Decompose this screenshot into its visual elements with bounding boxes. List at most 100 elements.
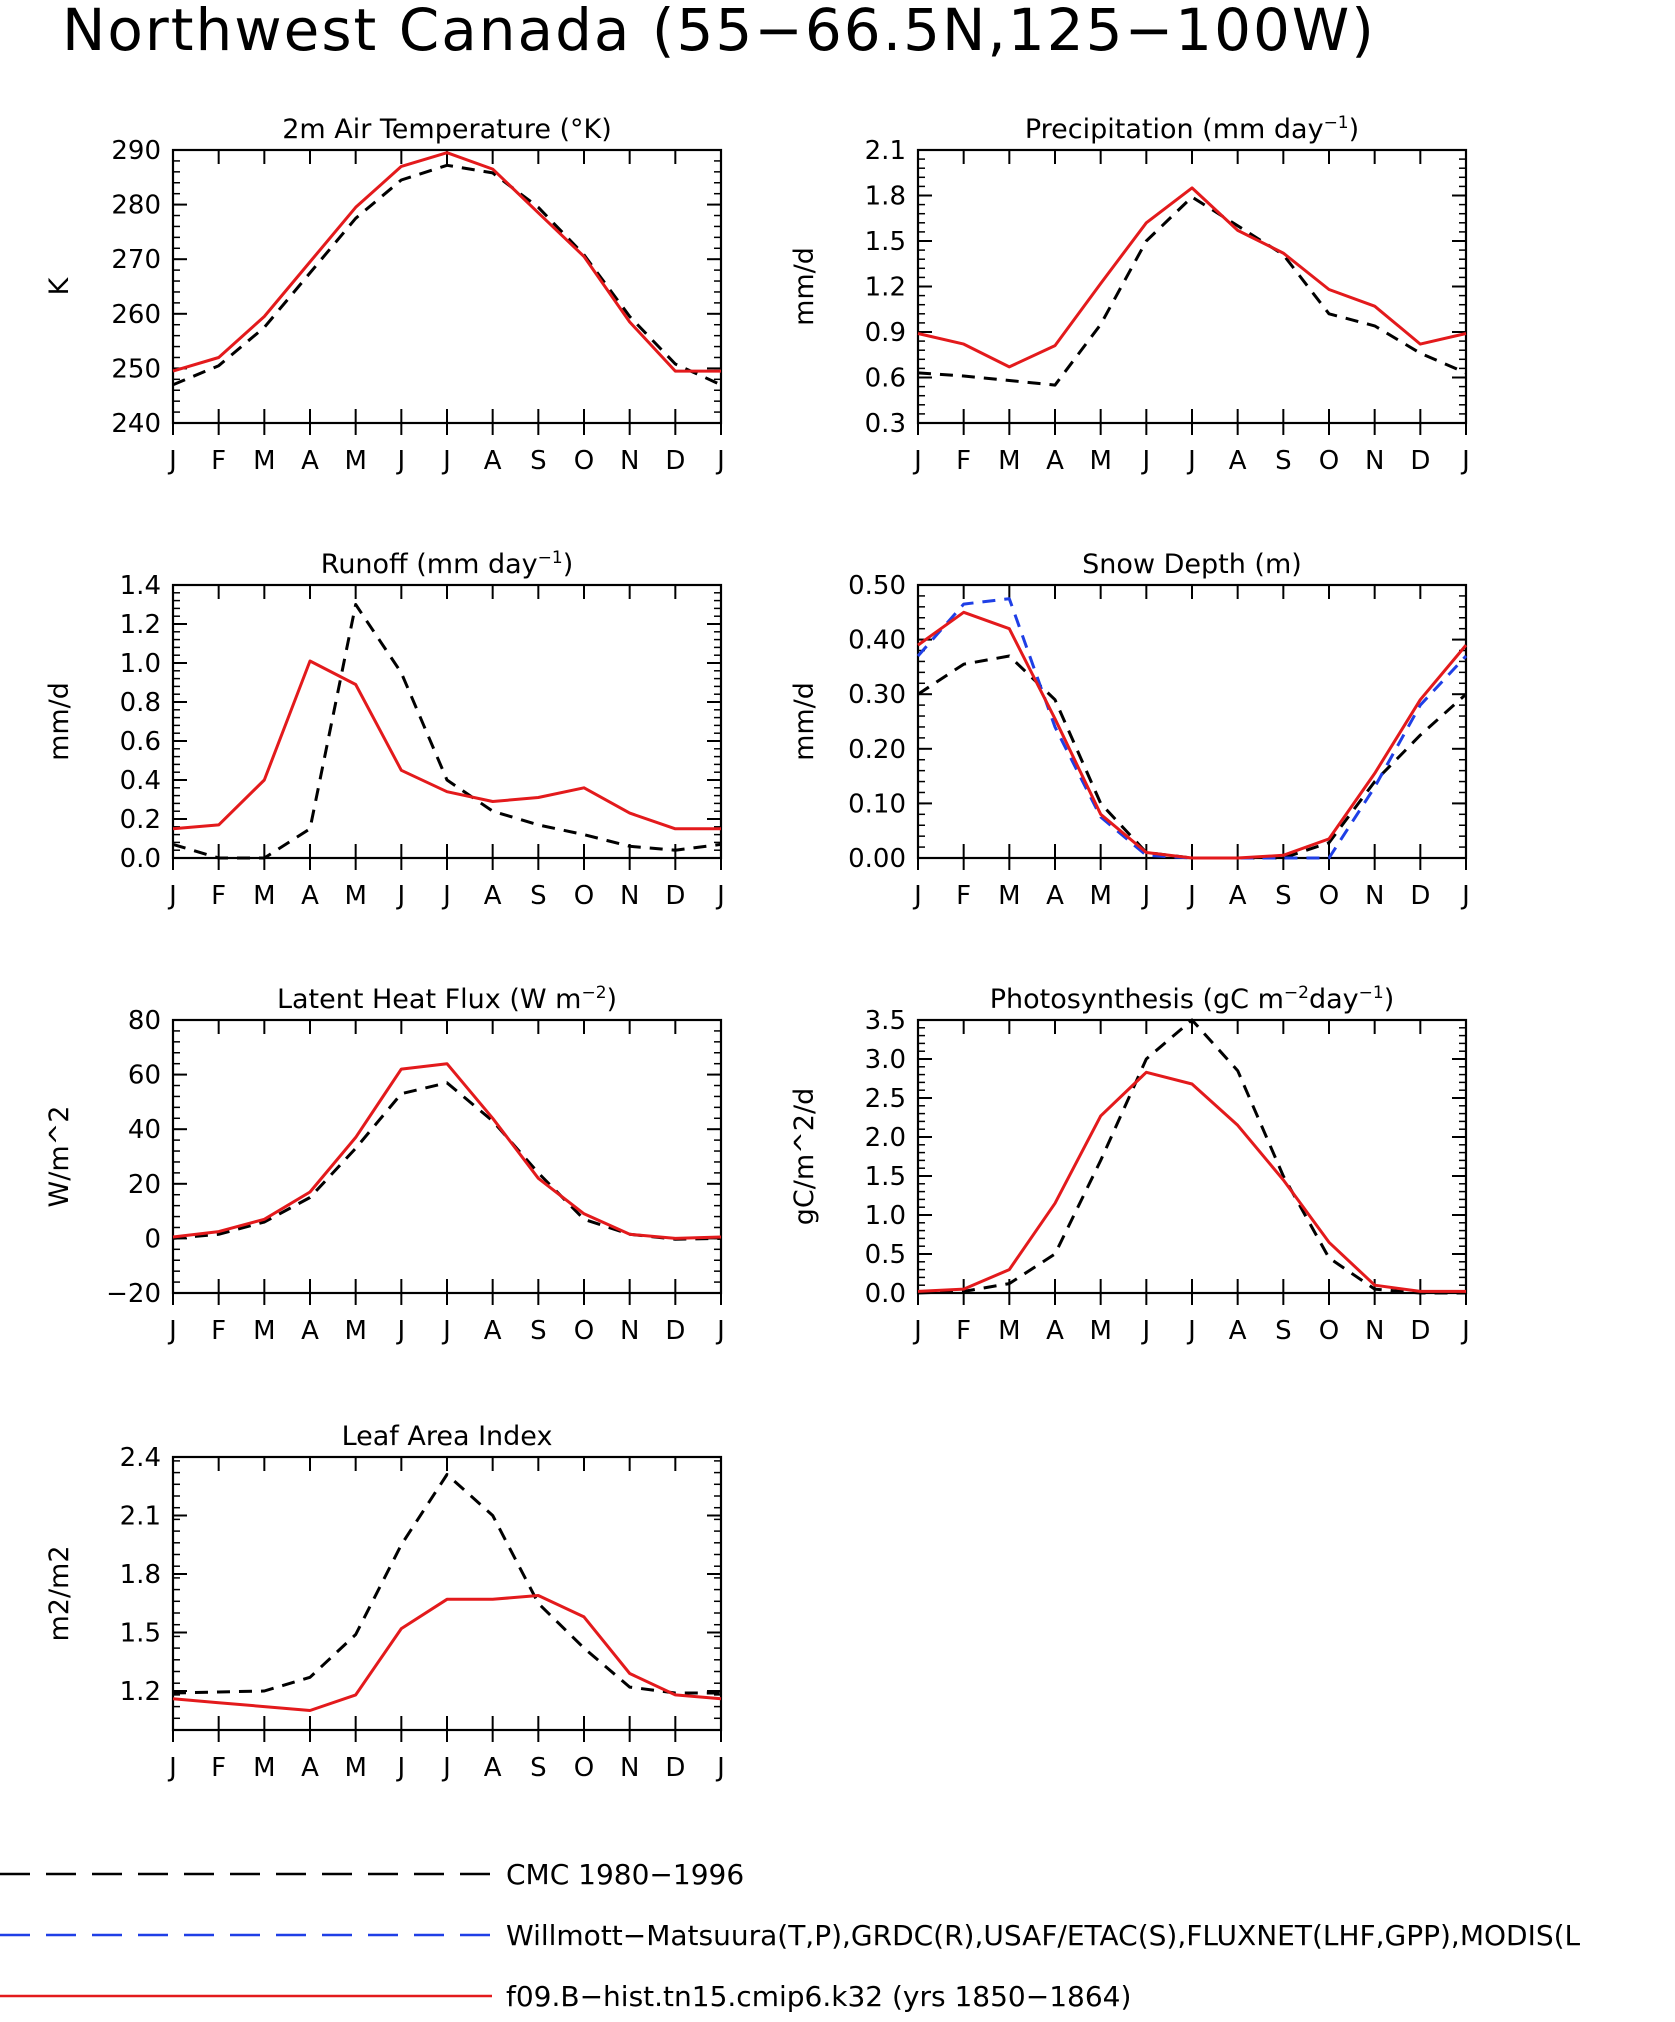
x-tick-label: J — [167, 881, 177, 911]
main-title: Northwest Canada (55−66.5N,125−100W) — [62, 0, 1376, 64]
x-tick-label: A — [301, 1316, 319, 1346]
x-tick-label: N — [1365, 446, 1384, 476]
panel-runoff: Runoff (mm day−1) mm/d 0.0 0.2 0.4 0.6 0.8 1.0 1… — [44, 548, 725, 911]
x-tick-label: A — [484, 1316, 502, 1346]
x-tick-label: N — [620, 1316, 639, 1346]
x-tick-label: J — [715, 446, 725, 476]
y-tick-label: 240 — [111, 409, 161, 439]
series-line-cmc — [172, 1081, 722, 1241]
y-tick-label: 260 — [111, 300, 161, 330]
x-tick-label: S — [530, 446, 547, 476]
series-line-model — [172, 151, 721, 373]
panels: 2m Air Temperature (°K) K 240 250 260 270 280 2… — [44, 113, 1470, 1783]
series-line-model — [172, 1062, 722, 1240]
x-tick-label: A — [301, 1753, 319, 1783]
panel-temp: 2m Air Temperature (°K) K 240 250 260 270 280 2… — [44, 114, 725, 476]
x-tick-label: N — [620, 446, 639, 476]
x-tick-label: O — [574, 1316, 594, 1346]
panel-title: 2m Air Temperature (°K) — [282, 114, 612, 145]
y-tick-label: 0.2 — [120, 805, 161, 835]
title-text: Photosynthesis (gC m — [990, 984, 1284, 1015]
legend-label: f09.B−hist.tn15.cmip6.k32 (yrs 1850−1864… — [506, 1980, 1131, 2013]
x-tick-label: J — [1140, 1316, 1150, 1346]
y-tick-label: 60 — [128, 1061, 161, 1091]
x-tick-label: N — [620, 881, 639, 911]
x-tick-label: J — [167, 1316, 177, 1346]
panel-gpp: Photosynthesis (gC m−2day−1) gC/m^2/d 0.0 0… — [789, 983, 1470, 1346]
y-tick-label: 0.10 — [848, 789, 906, 819]
y-tick-label: 1.2 — [865, 273, 906, 303]
x-tick-label: D — [665, 881, 685, 911]
series-line-cmc — [917, 1018, 1466, 1295]
x-tick-label: M — [344, 881, 366, 911]
plot-frame — [171, 1018, 723, 1295]
x-tick-label: M — [1089, 881, 1111, 911]
x-tick-label: J — [1186, 446, 1196, 476]
panel-precip: Precipitation (mm day−1) mm/d 0.3 0.6 0.9 1.2… — [789, 113, 1470, 476]
title-superscript: −1 — [1324, 113, 1349, 133]
y-tick-label: 0.0 — [120, 844, 161, 874]
x-tick-label: A — [1229, 1316, 1247, 1346]
x-tick-label: J — [912, 1316, 922, 1346]
panel-title: Latent Heat Flux (W m−2) — [277, 983, 617, 1015]
series-line-model — [917, 186, 1467, 369]
x-tick-label: M — [998, 446, 1020, 476]
x-tick-label: J — [1460, 1316, 1470, 1346]
x-tick-label: J — [912, 881, 922, 911]
x-tick-label: M — [1089, 1316, 1111, 1346]
x-tick-label: S — [1275, 1316, 1292, 1346]
x-tick-label: O — [574, 446, 594, 476]
x-tick-label: J — [912, 446, 922, 476]
x-tick-label: M — [344, 1316, 366, 1346]
plot-frame — [916, 1018, 1468, 1295]
panel-lhf: Latent Heat Flux (W m−2) W/m^2 −20 0 20 40 60 8… — [44, 983, 725, 1346]
x-tick-label: J — [441, 1753, 451, 1783]
y-tick-label: 0.6 — [120, 727, 161, 757]
y-tick-label: 1.8 — [865, 182, 906, 212]
x-tick-label: J — [395, 1316, 405, 1346]
x-tick-label: O — [1319, 881, 1339, 911]
y-tick-label: 0.0 — [865, 1279, 906, 1309]
legend-label: CMC 1980−1996 — [506, 1858, 744, 1891]
x-tick-label: A — [1046, 446, 1064, 476]
x-tick-label: J — [1140, 446, 1150, 476]
y-axis-label: mm/d — [789, 682, 820, 761]
x-tick-label: S — [1275, 446, 1292, 476]
series-line-model — [172, 659, 721, 831]
x-tick-label: A — [1229, 881, 1247, 911]
title-text: Leaf Area Index — [342, 1421, 553, 1452]
x-tick-label: J — [441, 1316, 451, 1346]
x-tick-label: A — [1046, 881, 1064, 911]
title-text: Snow Depth (m) — [1082, 549, 1302, 580]
y-axis-label: K — [44, 276, 75, 295]
x-tick-label: O — [1319, 446, 1339, 476]
series-line-cmc — [172, 1473, 721, 1695]
x-tick-label: A — [484, 446, 502, 476]
title-text: Precipitation (mm day — [1025, 114, 1324, 145]
legend-label: Willmott−Matsuura(T,P),GRDC(R),USAF/ETAC… — [506, 1919, 1581, 1952]
y-axis-label: m2/m2 — [44, 1545, 75, 1641]
y-tick-label: 0.20 — [848, 735, 906, 765]
panel-snow: Snow Depth (m) mm/d 0.00 0.10 0.20 0.30 0.40 0.… — [789, 549, 1470, 911]
x-tick-label: A — [484, 1753, 502, 1783]
y-tick-label: 270 — [111, 245, 161, 275]
x-tick-label: A — [301, 446, 319, 476]
x-tick-label: F — [211, 1316, 226, 1346]
y-axis-label: W/m^2 — [44, 1106, 75, 1208]
series-line-cmc — [172, 603, 722, 860]
x-tick-label: F — [211, 446, 226, 476]
x-tick-label: D — [1410, 446, 1430, 476]
y-tick-label: 0.5 — [865, 1240, 906, 1270]
y-tick-label: 1.8 — [120, 1560, 161, 1590]
x-tick-label: F — [956, 881, 971, 911]
x-tick-label: O — [574, 881, 594, 911]
x-tick-label: M — [253, 881, 275, 911]
y-axis-label: gC/m^2/d — [789, 1088, 820, 1225]
x-tick-label: F — [956, 446, 971, 476]
x-tick-label: J — [715, 881, 725, 911]
x-tick-label: M — [344, 1753, 366, 1783]
title-text: Runoff (mm day — [321, 549, 538, 580]
x-tick-label: J — [441, 881, 451, 911]
